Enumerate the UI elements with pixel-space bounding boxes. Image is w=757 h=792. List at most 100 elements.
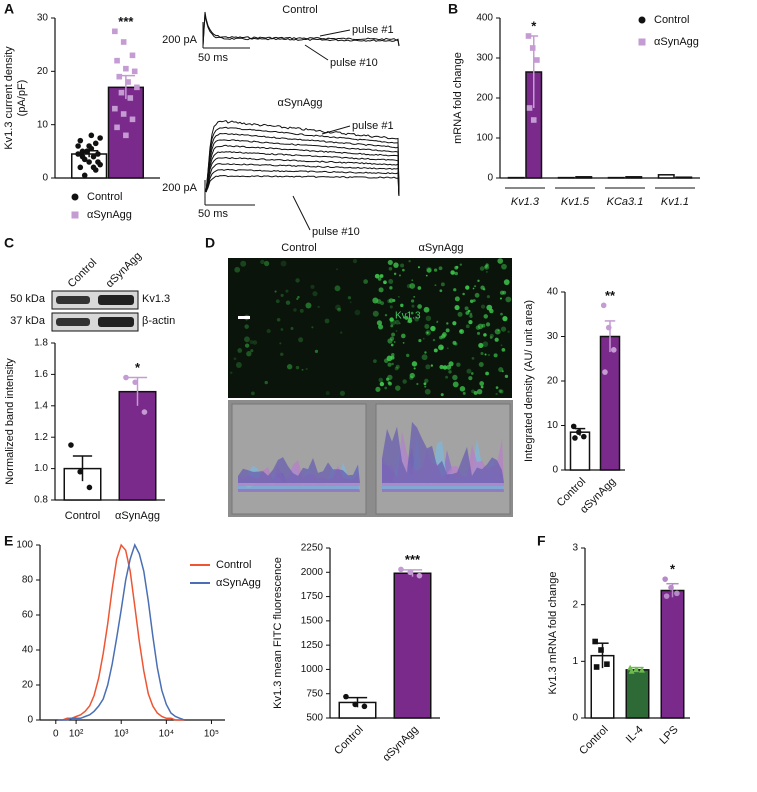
scale-label: 50 ms	[198, 52, 228, 64]
cell	[430, 325, 436, 332]
cell	[384, 386, 388, 390]
data-point	[141, 409, 148, 415]
significance: *	[135, 360, 141, 375]
x-tick-label: αSynAgg	[380, 724, 420, 764]
cell	[495, 386, 499, 389]
y-tick-label: 0	[572, 713, 578, 724]
cell	[352, 259, 358, 264]
cell	[504, 374, 509, 378]
y-tick-label: 1000	[301, 664, 324, 675]
cell	[379, 274, 384, 278]
cell	[230, 371, 233, 374]
panel-letter: E	[4, 533, 13, 549]
y-tick-label: 0	[487, 173, 493, 184]
trace	[205, 163, 400, 197]
cell	[246, 351, 252, 357]
cell	[411, 304, 415, 308]
cell	[325, 391, 330, 396]
data-point	[674, 590, 680, 597]
data-point	[343, 693, 349, 700]
cell	[260, 259, 265, 265]
cell	[395, 364, 400, 369]
cell	[462, 391, 466, 395]
cell	[450, 270, 455, 275]
y-axis-label: (pA/pF)	[16, 80, 28, 117]
cell	[301, 368, 304, 371]
cell	[280, 352, 284, 357]
y-tick-label: 1.4	[34, 400, 48, 411]
data-point	[352, 701, 358, 708]
cell	[459, 329, 463, 333]
cell	[446, 347, 449, 350]
y-tick-label: 500	[306, 713, 323, 724]
cell	[388, 298, 394, 303]
cell	[454, 271, 458, 276]
y-tick-label: 100	[16, 540, 33, 551]
cell	[393, 272, 397, 276]
annotation-line	[321, 125, 351, 135]
x-tick-label: Control	[332, 724, 366, 758]
bar	[575, 176, 593, 179]
data-point	[663, 593, 670, 599]
legend-label: αSynAgg	[216, 577, 261, 589]
data-point	[628, 668, 635, 674]
image-title: Control	[281, 242, 316, 254]
cell	[298, 337, 304, 343]
cell	[422, 337, 425, 340]
cell	[324, 318, 330, 324]
cell	[438, 344, 444, 351]
data-point	[95, 151, 101, 157]
cell	[402, 268, 405, 272]
cell	[474, 292, 480, 298]
cell	[384, 313, 388, 317]
data-point	[580, 433, 587, 440]
bar	[625, 669, 650, 719]
cell	[354, 309, 361, 316]
y-tick-label: 2000	[301, 567, 324, 578]
cell	[466, 368, 472, 374]
cell	[465, 324, 470, 329]
data-point	[632, 666, 640, 673]
y-tick-label: 300	[476, 53, 493, 64]
cell	[507, 330, 510, 333]
data-point	[398, 566, 404, 573]
cell	[417, 266, 421, 269]
cell	[426, 331, 429, 334]
y-tick-label: 20	[37, 66, 49, 77]
cell	[452, 340, 457, 345]
cell	[459, 263, 463, 266]
cell	[483, 314, 488, 319]
y-tick-label: 0	[42, 173, 48, 184]
cell	[387, 381, 391, 385]
cell	[375, 386, 381, 392]
trace	[205, 151, 400, 197]
bar	[393, 572, 432, 719]
y-tick-label: 80	[22, 575, 34, 586]
cell	[402, 379, 407, 384]
cell	[500, 326, 507, 332]
trace	[202, 11, 400, 47]
cell	[501, 348, 506, 352]
cell	[335, 304, 341, 311]
cell	[336, 268, 338, 271]
cell	[484, 265, 488, 269]
data-point	[534, 57, 540, 63]
data-point	[84, 148, 90, 155]
cell	[305, 367, 308, 371]
x-tick-label: 10⁵	[204, 729, 219, 740]
cell	[297, 295, 300, 299]
cell	[393, 341, 396, 343]
cell	[500, 344, 503, 347]
trace-title: αSynAgg	[278, 97, 323, 109]
cell	[274, 290, 277, 293]
cell	[433, 268, 438, 272]
x-tick-label: 10³	[114, 729, 129, 740]
cell	[410, 299, 415, 303]
cell	[339, 390, 346, 396]
x-tick-label: Control	[65, 510, 100, 522]
trace	[205, 144, 400, 197]
y-axis-label: Kv1.3 mRNA fold change	[547, 572, 559, 695]
cell	[476, 331, 481, 335]
cell	[374, 273, 380, 279]
data-point	[572, 435, 578, 441]
